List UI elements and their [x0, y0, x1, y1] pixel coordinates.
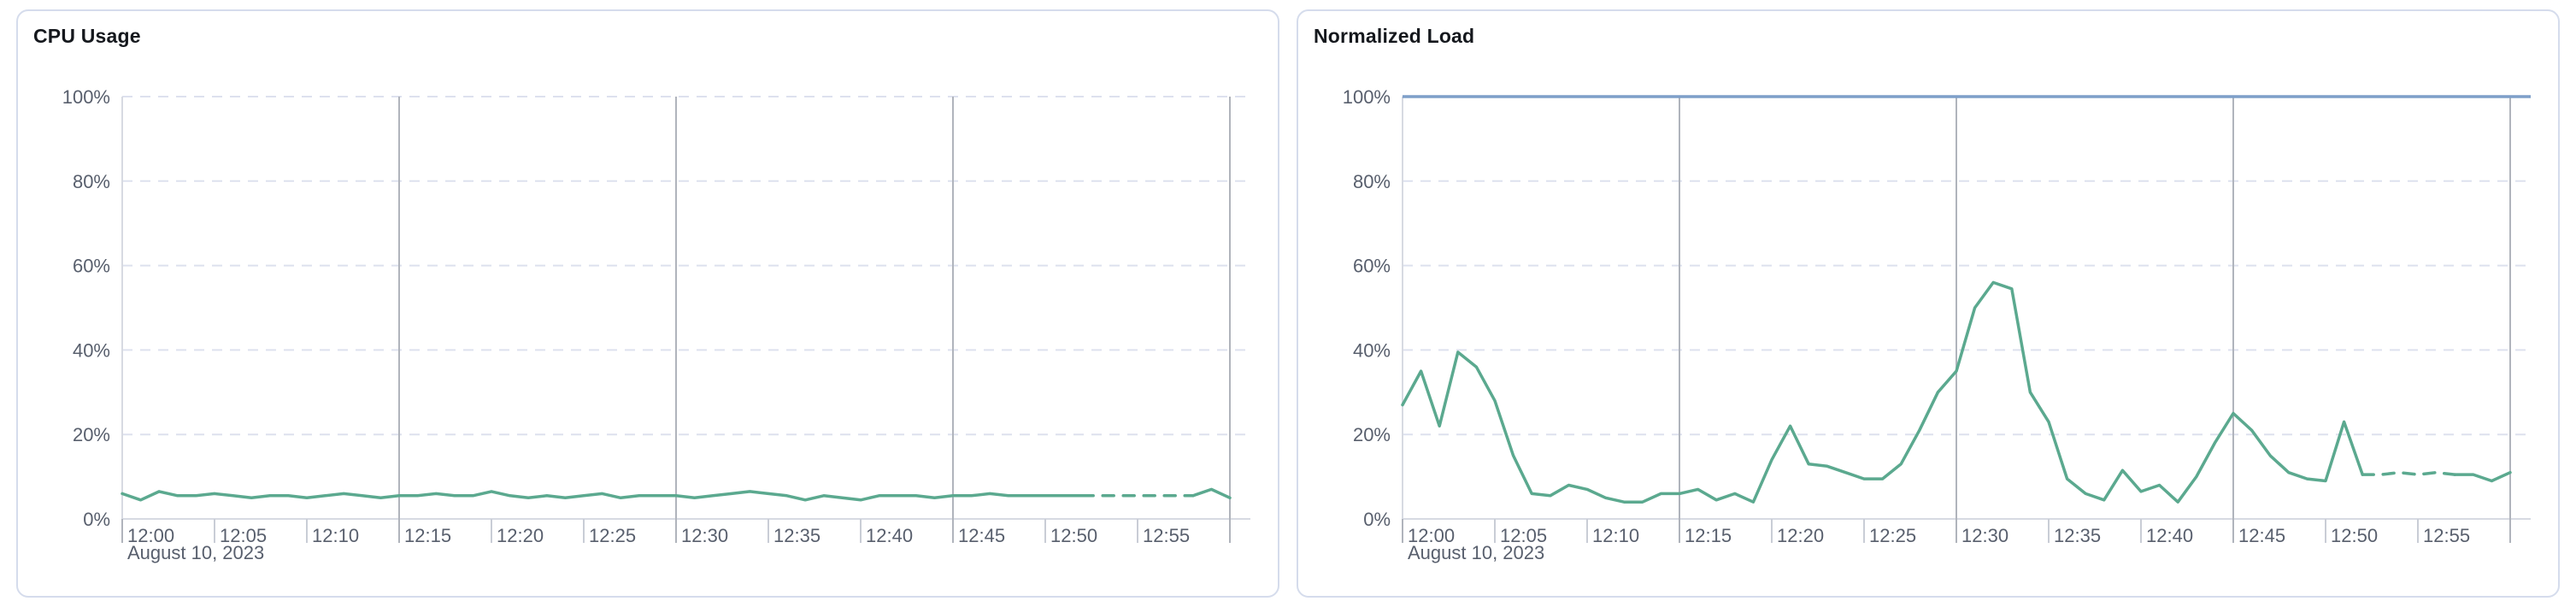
horizontal-gridlines: [122, 96, 1250, 436]
cpu-usage-chart[interactable]: 0%20%40%60%80%100%12:00 12:05 12:10 12:15 12…: [18, 11, 1278, 596]
x-tick-label: 12:10: [312, 525, 359, 546]
y-tick-label: 60%: [1353, 256, 1391, 277]
x-tick-label: 12:25: [589, 525, 636, 546]
series-line-solid: [1191, 487, 1232, 500]
x-tick-label: 12:25: [1869, 525, 1916, 546]
series-normalized-load: [1401, 280, 2512, 504]
y-tick-label: 60%: [73, 256, 110, 277]
series-line-solid: [2453, 470, 2512, 483]
x-axis-labels: 12:00 12:05 12:10 12:15 12:20 12:25 12:30 12:35…: [1408, 525, 2470, 563]
vertical-gridlines: [121, 97, 1231, 543]
y-tick-label: 40%: [1353, 339, 1391, 361]
x-tick-label: 12:15: [404, 525, 451, 546]
x-tick-label: 12:55: [1143, 525, 1190, 546]
x-tick-label: 12:30: [681, 525, 728, 546]
y-tick-label: 100%: [62, 86, 110, 108]
y-axis-labels: 0% 20% 40% 60% 80% 100%: [1343, 86, 1391, 530]
x-tick-label: 12:00: [127, 525, 174, 546]
x-tick-label: 12:45: [2238, 525, 2285, 546]
x-tick-label: 12:55: [2423, 525, 2470, 546]
y-tick-label: 0%: [83, 509, 110, 530]
y-tick-label: 40%: [73, 339, 110, 361]
panel-normalized-load: Normalized Load 0% 20% 40% 60% 80% 100% 12:00 1…: [1297, 9, 2560, 598]
x-tick-label: 12:05: [220, 525, 267, 546]
series-line-dashed: [2361, 470, 2456, 476]
x-tick-label: 12:40: [2146, 525, 2193, 546]
series-line-solid: [121, 490, 1084, 502]
y-tick-label: 100%: [1343, 86, 1391, 108]
y-axis-labels: 0% 20% 40% 60% 80% 100%: [62, 86, 110, 530]
x-tick-label: 12:20: [1777, 525, 1824, 546]
normalized-load-chart[interactable]: 0%20%40%60%80%100%12:00 12:05 12:10 12:15 12…: [1298, 11, 2558, 596]
vertical-gridlines: [1402, 97, 2511, 543]
y-tick-label: 80%: [1353, 171, 1391, 192]
x-tick-label: 12:20: [497, 525, 544, 546]
x-tick-label: 12:30: [1961, 525, 2008, 546]
horizontal-gridlines: [1403, 96, 2531, 436]
x-tick-label: 12:15: [1685, 525, 1732, 546]
y-tick-label: 0%: [1363, 509, 1391, 530]
x-axis-labels: 12:00 12:05 12:10 12:15 12:20 12:25 12:30 12:35…: [127, 525, 1190, 563]
x-tick-label: 12:50: [2331, 525, 2378, 546]
x-tick-label: 12:05: [1500, 525, 1547, 546]
x-axis-date-label: August 10, 2023: [127, 542, 264, 563]
x-tick-label: 12:10: [1592, 525, 1639, 546]
y-tick-label: 20%: [1353, 424, 1391, 445]
y-tick-label: 20%: [73, 424, 110, 445]
x-tick-label: 12:35: [2054, 525, 2101, 546]
y-tick-label: 80%: [73, 171, 110, 192]
x-tick-label: 12:00: [1408, 525, 1455, 546]
x-axis-date-label: August 10, 2023: [1408, 542, 1544, 563]
chart-title-normalized-load: Normalized Load: [1314, 25, 1475, 47]
chart-title-cpu-usage: CPU Usage: [33, 25, 141, 47]
x-tick-label: 12:50: [1050, 525, 1097, 546]
series-line-solid: [1401, 280, 2364, 504]
panel-cpu-usage: CPU Usage 0% 20% 40% 60% 80% 100% 12:00 12:05 12…: [16, 9, 1279, 598]
x-tick-label: 12:40: [866, 525, 913, 546]
x-tick-label: 12:45: [958, 525, 1005, 546]
x-tick-label: 12:35: [773, 525, 820, 546]
series-cpu-usage: [121, 487, 1232, 502]
